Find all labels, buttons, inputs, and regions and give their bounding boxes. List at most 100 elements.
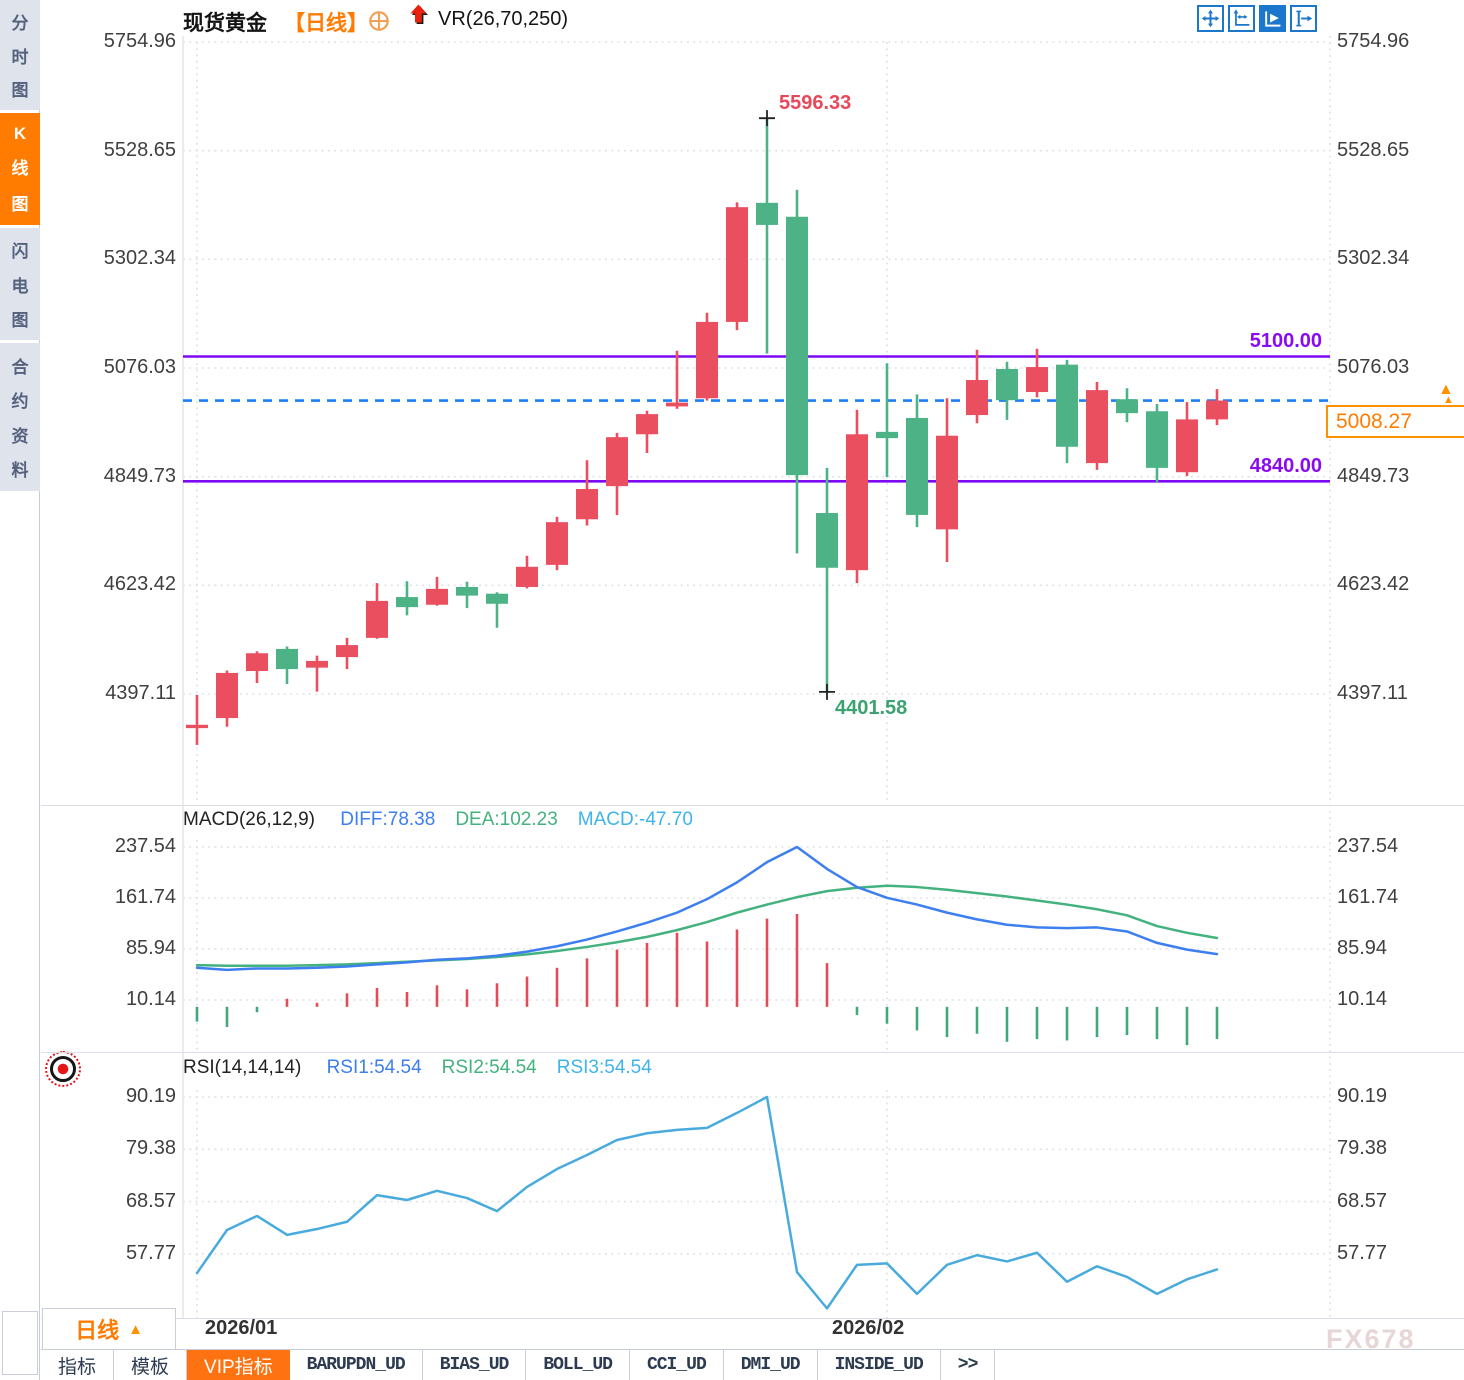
sidebar-tab-1[interactable]: 分时图 [0,0,40,110]
period-selector[interactable]: 日线 ▲ [42,1308,176,1350]
bottom-tab-[interactable]: 模板 [114,1350,188,1380]
indicator-alert-sun-icon [45,1051,81,1087]
y-axis-label: 5302.34 [1337,247,1410,270]
candle [966,380,988,416]
y-axis-label: 85.94 [125,937,176,959]
y-axis-label: 57.77 [1337,1241,1388,1264]
macd-panel-header: MACD(26,12,9) DIFF:78.38 DEA:102.23 MACD:-… [183,809,693,831]
bottom-tab-[interactable]: 指标 [41,1350,115,1380]
candle [1026,367,1048,393]
candle [726,207,748,322]
period-selector-label: 日线 [75,1318,120,1343]
y-axis-label: 4397.11 [105,682,176,704]
circle-plus-icon[interactable] [368,10,390,37]
candle [456,586,478,596]
y-axis-label: 4849.73 [103,464,176,487]
macd-label: MACD(26,12,9) [183,809,315,830]
current-price-tag: 5008.27 [1326,404,1464,438]
y-axis-label: 5528.65 [103,138,176,161]
chart-pointer-icon[interactable] [1259,5,1286,32]
candle [186,724,208,729]
pan-to-latest-icon[interactable] [1290,5,1317,32]
y-axis-label: 10.14 [125,988,176,1010]
y-axis-label: 68.57 [125,1189,176,1212]
y-axis-label: 5754.96 [1337,30,1410,52]
bottom-tab-INSIDE_UD[interactable]: INSIDE_UD [817,1350,941,1380]
y-axis-label: 5754.96 [103,30,176,52]
period-tag-label: 【日线】 [284,12,368,35]
candle [366,600,388,638]
candle [276,648,298,670]
y-axis-label: 5528.65 [1337,138,1410,161]
bottom-tab-BIAS_UD[interactable]: BIAS_UD [422,1350,527,1380]
candle [1206,400,1228,420]
candle [906,417,928,515]
chart-toolbar [1197,5,1317,32]
candle [816,513,838,568]
candle [486,593,508,604]
y-axis-label: 5302.34 [103,247,176,270]
candle [546,522,568,565]
xaxis-month-label: 2026/02 [832,1317,905,1339]
macd-head-value-DEA: DEA:102.23 [455,809,558,830]
candle [246,653,268,672]
rsi-head-value-RSI2: RSI2:54.54 [441,1057,537,1078]
macd-panel-divider [41,805,1464,806]
candle [1146,411,1168,468]
candle [1116,399,1138,414]
rsi-label: RSI(14,14,14) [183,1057,302,1078]
bottom-tab-CCI_UD[interactable]: CCI_UD [629,1350,724,1380]
candle [306,660,328,668]
macd-head-value-DIFF: DIFF:78.38 [340,809,436,830]
move-crosshair-icon[interactable] [1197,5,1224,32]
candle [876,431,898,439]
price-up-arrow-small-icon: ▲ [1443,393,1454,406]
y-axis-label: 161.74 [114,886,176,908]
candle [786,216,808,476]
price-up-arrow-icon: ▲ [1438,380,1454,398]
period-dropdown-arrow-icon: ▲ [128,1320,143,1338]
candle [666,402,688,407]
y-axis-label: 79.38 [1337,1137,1388,1160]
candle [1086,390,1108,464]
bottom-tab-DMI_UD[interactable]: DMI_UD [723,1350,818,1380]
y-axis-label: 4623.42 [1337,573,1410,596]
rsi-panel-header: RSI(14,14,14) RSI1:54.54 RSI2:54.54 RSI3:5… [183,1057,652,1079]
bottom-tab-VIP[interactable]: VIP指标 [187,1350,290,1380]
axis-fit-icon[interactable] [1228,5,1255,32]
y-axis-label: 4623.42 [103,573,176,596]
bottom-tab-BOLL_UD[interactable]: BOLL_UD [526,1350,630,1380]
bottom-tab-BARUPDN_UD[interactable]: BARUPDN_UD [289,1350,423,1380]
sidebar-tab-3[interactable]: 闪电图 [0,228,40,340]
y-axis-label: 90.19 [125,1085,176,1107]
candle [516,566,538,587]
support-line-label: 4840.00 [1249,455,1322,478]
xaxis-divider [41,1318,1464,1319]
y-axis-label: 4849.73 [1337,464,1410,487]
candle [636,414,658,435]
xaxis-month-label: 2026/01 [205,1317,278,1339]
candle [1176,419,1198,473]
low-price-label: 4401.58 [835,696,908,719]
candle [396,597,418,608]
y-axis-label: 161.74 [1337,886,1399,908]
symbol-title: 现货黄金 [183,12,267,35]
y-axis-label: 5076.03 [1337,356,1410,378]
y-axis-label: 4397.11 [1337,682,1408,704]
y-axis-label: 85.94 [1337,937,1388,959]
bottom-tab->>[interactable]: >> [940,1350,996,1380]
candle [696,321,718,399]
sidebar-tab-4[interactable]: 合约资料 [0,343,40,491]
candle [1056,364,1078,447]
rsi-head-value-RSI1: RSI1:54.54 [326,1057,422,1078]
candle [936,435,958,530]
candle [996,368,1018,401]
high-price-label: 5596.33 [779,92,852,115]
overlay-indicator-label: VR(26,70,250) [438,8,569,30]
candle [756,202,778,225]
rsi-panel-divider [41,1052,1464,1053]
